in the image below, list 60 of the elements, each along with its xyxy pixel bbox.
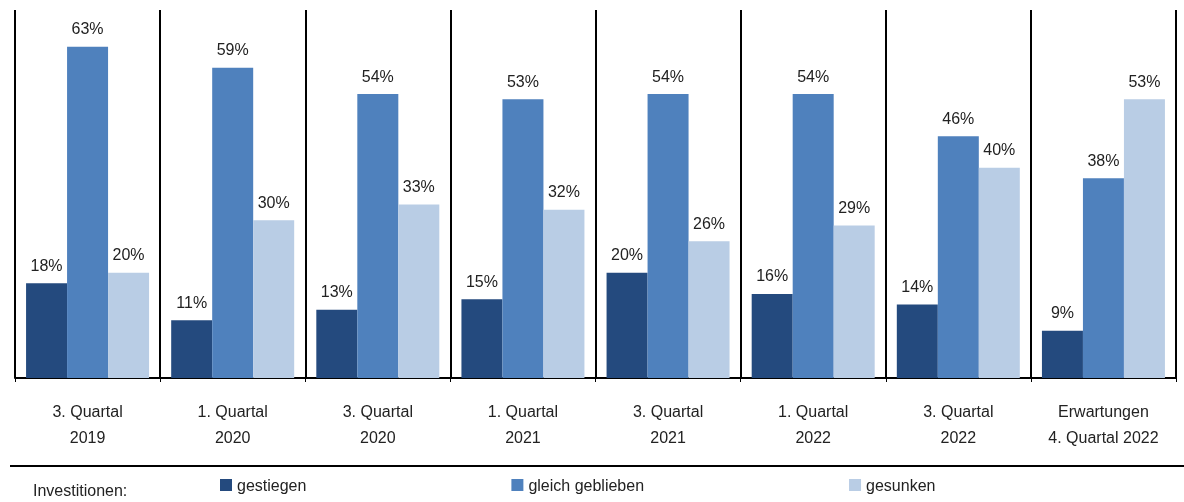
bar xyxy=(212,67,254,378)
data-label: 53% xyxy=(1128,72,1161,90)
data-label: 54% xyxy=(797,67,830,85)
data-label: 15% xyxy=(465,272,498,290)
legend-label: gleich geblieben xyxy=(528,476,645,494)
bar xyxy=(357,94,399,378)
bar xyxy=(1123,99,1165,378)
bar xyxy=(316,309,358,378)
data-label: 26% xyxy=(693,214,726,232)
data-label: 14% xyxy=(901,277,934,295)
bar xyxy=(461,299,503,378)
data-label: 38% xyxy=(1087,151,1120,169)
data-label: 11% xyxy=(176,293,208,311)
x-tick-label: 1. Quartal 2022 xyxy=(778,402,849,446)
bar xyxy=(792,94,834,378)
data-label: 54% xyxy=(652,67,685,85)
data-label: 59% xyxy=(216,41,249,59)
bar xyxy=(253,220,295,378)
data-label: 20% xyxy=(112,246,145,264)
x-tick-label: 3. Quartal 2020 xyxy=(342,402,413,446)
bar xyxy=(171,320,213,378)
bar xyxy=(1041,330,1083,378)
bar xyxy=(688,241,730,378)
bar xyxy=(978,167,1020,378)
bar xyxy=(606,272,648,378)
bar xyxy=(1082,178,1124,378)
x-tick-label: 1. Quartal 2021 xyxy=(487,402,559,446)
data-label: 30% xyxy=(257,193,290,211)
x-tick-label: Erwartungen 4. Quartal 2022 xyxy=(1048,402,1159,446)
data-label: 40% xyxy=(983,141,1016,159)
data-label: 63% xyxy=(71,20,104,38)
data-label: 18% xyxy=(30,256,63,274)
bar xyxy=(647,94,689,378)
bar xyxy=(108,272,150,378)
legend-title: Investitionen: xyxy=(33,481,128,499)
bar xyxy=(543,209,585,378)
data-label: 46% xyxy=(942,109,975,127)
x-tick-label: 3. Quartal 2021 xyxy=(632,402,704,446)
x-tick-label: 1. Quartal 2020 xyxy=(197,402,268,446)
bar xyxy=(937,136,979,378)
legend-label: gestiegen xyxy=(237,476,307,494)
data-label: 33% xyxy=(402,178,435,196)
bar xyxy=(833,225,875,378)
data-label: 53% xyxy=(506,72,539,90)
data-label: 29% xyxy=(838,199,871,217)
bar xyxy=(398,204,440,378)
bar xyxy=(67,46,109,378)
data-label: 32% xyxy=(547,183,580,201)
data-label: 20% xyxy=(611,246,644,264)
data-label: 16% xyxy=(756,267,789,285)
data-label: 54% xyxy=(361,67,394,85)
data-label: 9% xyxy=(1050,304,1074,322)
bar xyxy=(751,293,793,378)
x-tick-label: 3. Quartal 2022 xyxy=(923,402,994,446)
bar xyxy=(26,283,68,378)
legend-label: gesunken xyxy=(866,476,936,494)
bar xyxy=(502,99,544,378)
bar xyxy=(896,304,938,378)
data-label: 13% xyxy=(320,283,353,301)
x-tick-label: 3. Quartal 2019 xyxy=(52,402,123,446)
